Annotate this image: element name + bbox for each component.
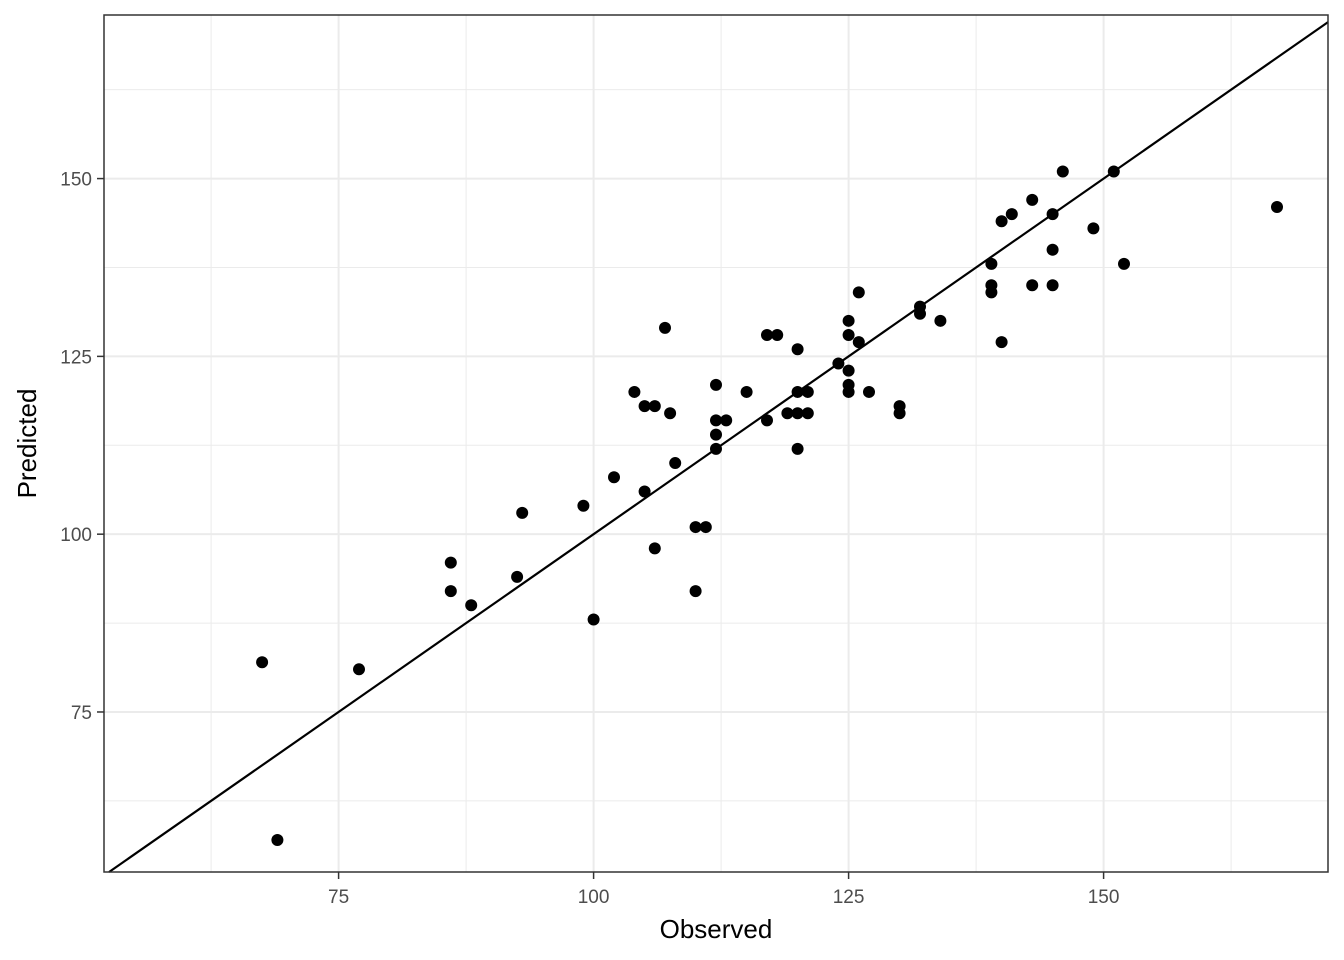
data-point — [791, 407, 804, 420]
data-point — [771, 329, 784, 342]
data-point — [914, 307, 926, 320]
data-point — [664, 407, 677, 420]
points-layer — [256, 165, 1283, 846]
data-point — [1026, 279, 1039, 292]
data-point — [832, 357, 845, 370]
data-point — [852, 286, 865, 299]
data-point — [353, 663, 365, 676]
data-point — [444, 556, 457, 569]
y-axis: 75 100 125 150 — [60, 170, 104, 724]
data-point — [587, 613, 600, 626]
data-point — [842, 364, 855, 377]
y-tick-label: 150 — [60, 170, 92, 191]
data-point — [659, 321, 671, 334]
x-axis-title: Observed — [660, 914, 773, 944]
y-tick-label: 125 — [60, 347, 92, 368]
data-point — [842, 314, 855, 327]
y-tick-label: 100 — [60, 525, 92, 546]
data-point — [577, 499, 590, 512]
data-point — [1046, 208, 1059, 221]
data-point — [1107, 165, 1120, 178]
data-point — [801, 385, 814, 398]
data-point — [1046, 243, 1059, 256]
x-axis: 75 100 125 150 — [328, 872, 1119, 908]
data-point — [1005, 208, 1018, 221]
data-point — [985, 257, 998, 270]
data-point — [516, 506, 529, 519]
data-point — [710, 414, 722, 427]
y-tick-label: 75 — [71, 703, 92, 724]
data-point — [995, 215, 1008, 228]
data-point — [444, 585, 457, 598]
data-point — [271, 833, 284, 846]
data-point — [465, 599, 478, 612]
data-point — [791, 442, 804, 455]
data-point — [863, 385, 875, 398]
grid-layer — [104, 15, 1328, 872]
data-point — [1026, 193, 1039, 206]
data-point — [511, 570, 524, 583]
data-point — [893, 407, 906, 420]
data-point — [995, 336, 1008, 349]
data-point — [648, 400, 661, 413]
data-point — [710, 378, 722, 391]
data-point — [628, 385, 641, 398]
data-point — [720, 414, 733, 427]
x-tick-label: 150 — [1088, 887, 1120, 908]
y-axis-title: Predicted — [12, 389, 42, 499]
data-point — [791, 343, 804, 356]
data-point — [852, 336, 865, 349]
data-point — [842, 329, 855, 342]
data-point — [1118, 257, 1130, 270]
data-point — [842, 385, 855, 398]
x-tick-label: 125 — [833, 887, 865, 908]
data-point — [699, 521, 712, 534]
data-point — [781, 407, 794, 420]
data-point — [761, 329, 773, 342]
data-point — [689, 585, 702, 598]
data-point — [638, 485, 651, 498]
data-point — [608, 471, 620, 484]
x-tick-label: 75 — [328, 887, 349, 908]
data-point — [1087, 222, 1100, 235]
x-tick-label: 100 — [578, 887, 610, 908]
panel-border — [103, 14, 1329, 873]
data-point — [985, 286, 998, 299]
data-point — [934, 314, 947, 327]
data-point — [761, 414, 773, 427]
data-point — [1046, 279, 1059, 292]
data-point — [801, 407, 814, 420]
data-point — [740, 385, 753, 398]
data-point — [1271, 201, 1283, 214]
data-point — [710, 442, 722, 455]
data-point — [1056, 165, 1069, 178]
data-point — [648, 542, 661, 555]
data-point — [791, 385, 804, 398]
data-point — [689, 521, 702, 534]
data-point — [256, 656, 269, 669]
data-point — [669, 457, 682, 470]
data-point — [710, 428, 722, 441]
data-point — [638, 400, 651, 413]
